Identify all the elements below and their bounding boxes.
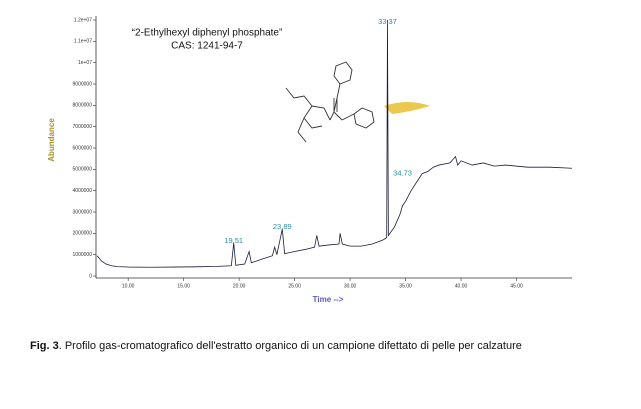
caption-label: Fig. 3: [30, 340, 59, 352]
caption-text: . Profilo gas-cromatografico dell'estrat…: [59, 340, 522, 352]
highlight-mark: [384, 102, 430, 114]
y-tick-label: 9000000: [73, 81, 93, 87]
x-tick-label: 45.00: [510, 283, 523, 289]
x-tick-label: 25.00: [288, 283, 301, 289]
y-tick-label: 1.2e+07: [74, 17, 92, 23]
peak-label: 33.37: [378, 17, 397, 26]
y-tick-label: 4000000: [73, 188, 93, 194]
y-tick-label: 0: [89, 273, 92, 279]
y-tick-label: 2000000: [73, 231, 93, 237]
peak-label: 34.73: [393, 169, 412, 178]
peak-label: 23.89: [273, 222, 292, 231]
y-tick-label: 1000000: [73, 252, 93, 258]
compound-cas: CAS: 1241-94-7: [171, 41, 243, 52]
x-tick-label: 35.00: [399, 283, 412, 289]
molecule-structure: [285, 61, 375, 143]
x-tick-label: 10.00: [122, 283, 135, 289]
compound-name: “2-Ethylhexyl diphenyl phosphate”: [132, 28, 283, 39]
caption: Fig. 3. Profilo gas-cromatografico dell'…: [30, 340, 522, 352]
x-tick-label: 30.00: [344, 283, 357, 289]
x-tick-label: 15.00: [177, 283, 190, 289]
peak-label: 19.51: [224, 236, 243, 245]
x-axis-label: Time -->: [313, 295, 344, 304]
x-tick-label: 40.00: [455, 283, 468, 289]
y-tick-label: 8000000: [73, 103, 93, 109]
y-tick-label: 3000000: [73, 209, 93, 215]
y-tick-label: 7000000: [73, 124, 93, 130]
chromatogram-line: [96, 19, 573, 268]
y-tick-label: 5000000: [73, 167, 93, 173]
x-tick-label: 20.00: [233, 283, 246, 289]
y-tick-label: 1e+07: [78, 60, 92, 66]
y-tick-label: 6000000: [73, 145, 93, 151]
y-axis-label: Abundance: [47, 118, 56, 162]
y-tick-label: 1.1e+07: [74, 39, 92, 45]
